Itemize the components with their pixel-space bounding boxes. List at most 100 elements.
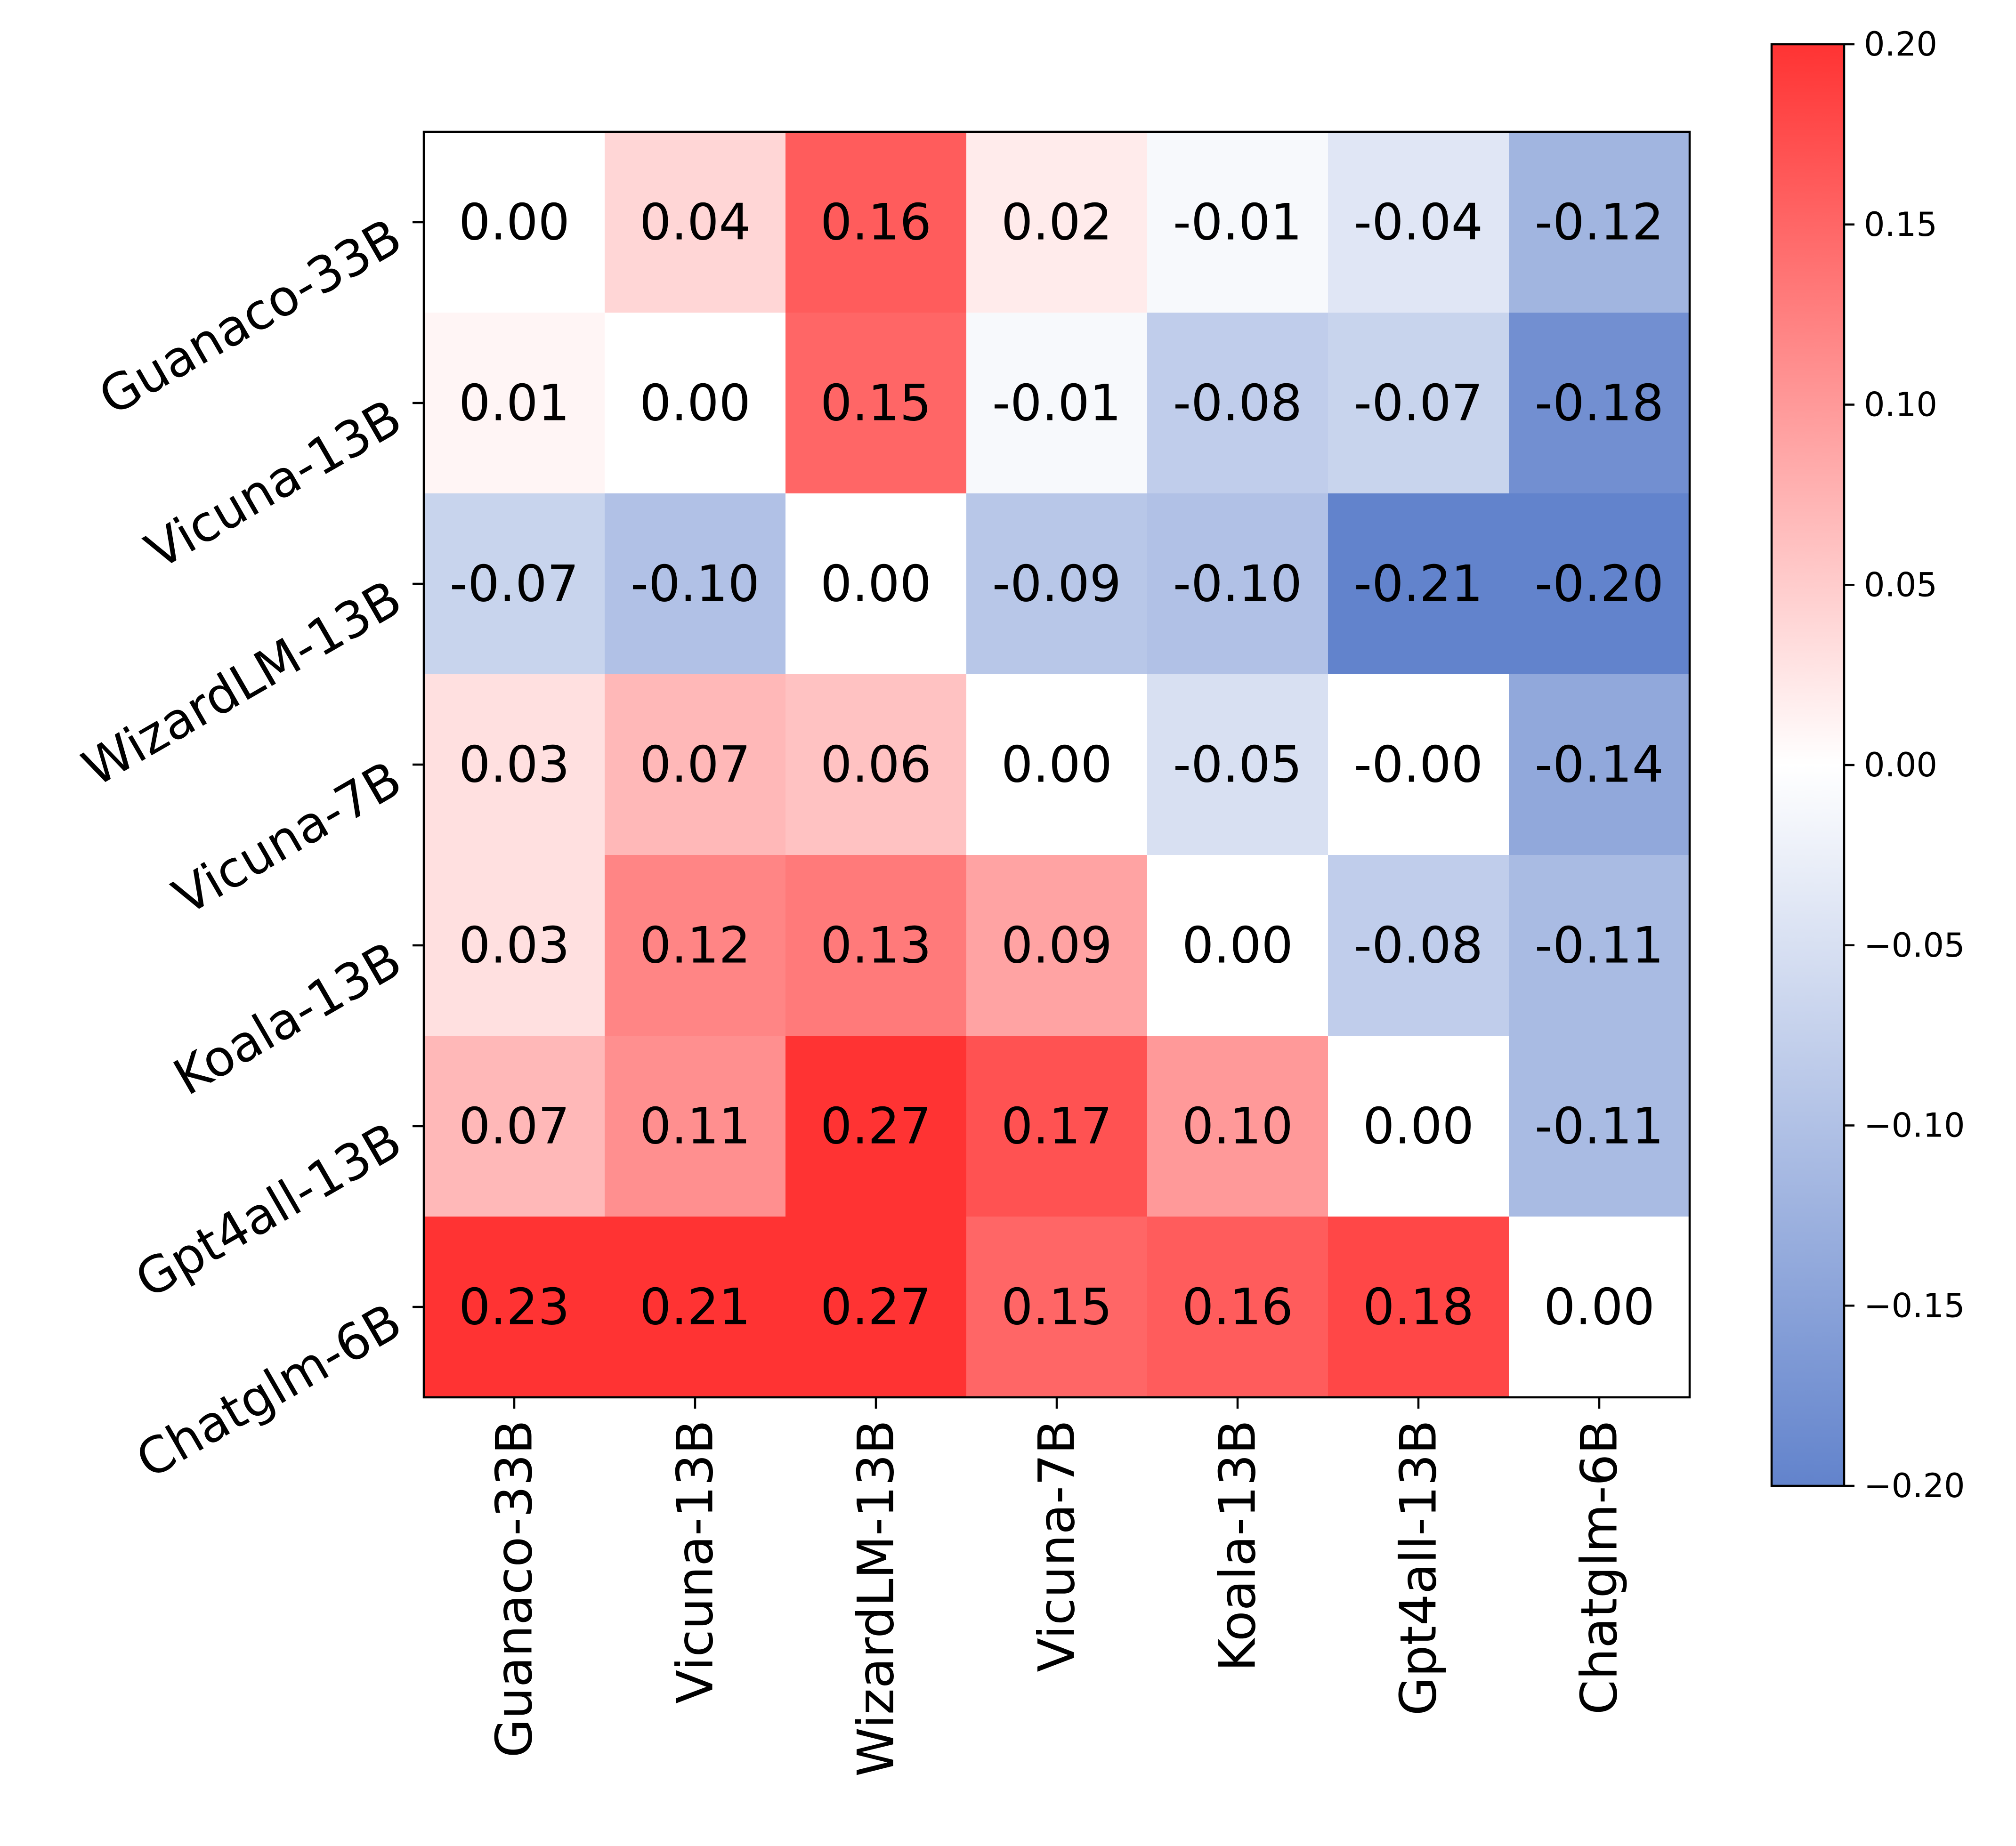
heatmap-cell-r4-c0 bbox=[424, 855, 605, 1036]
heatmap-cell-r3-c3 bbox=[966, 674, 1148, 855]
cell-value-label: 0.27 bbox=[820, 1278, 931, 1336]
cell-value-label: 0.00 bbox=[1001, 736, 1112, 794]
heatmap-cell-r0-c3 bbox=[966, 132, 1148, 313]
heatmap-cell-r1-c2 bbox=[785, 313, 967, 494]
cell-value-label: -0.09 bbox=[992, 555, 1121, 613]
heatmap-cell-r1-c3 bbox=[966, 313, 1148, 494]
cell-value-label: -0.01 bbox=[992, 374, 1121, 432]
heatmap-cell-r6-c1 bbox=[605, 1217, 786, 1398]
heatmap-cell-r0-c5 bbox=[1328, 132, 1509, 313]
cell-value-label: 0.10 bbox=[1182, 1097, 1293, 1155]
colorbar-tick-label: −0.10 bbox=[1864, 1106, 1965, 1145]
cell-value-label: 0.27 bbox=[820, 1097, 931, 1155]
heatmap-cell-r3-c1 bbox=[605, 674, 786, 855]
cell-value-label: 0.04 bbox=[640, 193, 751, 251]
heatmap-cell-r0-c2 bbox=[785, 132, 967, 313]
heatmap-cell-r6-c6 bbox=[1509, 1217, 1690, 1398]
heatmap-cell-r4-c5 bbox=[1328, 855, 1509, 1036]
cell-value-label: -0.11 bbox=[1535, 917, 1664, 975]
heatmap-cell-r6-c2 bbox=[785, 1217, 967, 1398]
cell-value-label: -0.08 bbox=[1354, 917, 1483, 975]
colorbar-axis: 0.20 0.15 0.10 0.05 0.00 −0.05 −0.10 −0.15 −0.20 bbox=[1844, 25, 1965, 1505]
cell-value-label: -0.05 bbox=[1173, 736, 1302, 794]
heatmap-cell-r0-c6 bbox=[1509, 132, 1690, 313]
heatmap-cell-r2-c2 bbox=[785, 493, 967, 675]
cell-value-label: 0.21 bbox=[640, 1278, 751, 1336]
heatmap-cell-r2-c0 bbox=[424, 493, 605, 675]
heatmap-cell-r2-c3 bbox=[966, 493, 1148, 675]
heatmap-cell-r3-c0 bbox=[424, 674, 605, 855]
cell-value-label: -0.18 bbox=[1535, 374, 1664, 432]
heatmap-cell-r6-c4 bbox=[1147, 1217, 1328, 1398]
cell-value-label: -0.01 bbox=[1173, 193, 1302, 251]
heatmap-cell-labels: 0.00 0.04 0.16 0.02 -0.01 -0.04 -0.12 0.01 0.00 0… bbox=[450, 193, 1664, 1336]
heatmap-cell-r5-c1 bbox=[605, 1036, 786, 1217]
cell-value-label: 0.03 bbox=[459, 917, 570, 975]
colorbar-tick-label: 0.00 bbox=[1864, 746, 1937, 784]
heatmap-cell-r1-c4 bbox=[1147, 313, 1328, 494]
heatmap-cell-r1-c6 bbox=[1509, 313, 1690, 494]
heatmap-cell-r5-c3 bbox=[966, 1036, 1148, 1217]
colorbar-tick-label: 0.10 bbox=[1864, 386, 1937, 424]
cell-value-label: 0.15 bbox=[1001, 1278, 1112, 1336]
heatmap-cell-r0-c0 bbox=[424, 132, 605, 313]
heatmap-cell-r4-c4 bbox=[1147, 855, 1328, 1036]
heatmap-cell-r1-c0 bbox=[424, 313, 605, 494]
cell-value-label: -0.10 bbox=[1173, 555, 1302, 613]
colorbar bbox=[1770, 43, 1846, 1487]
heatmap-cell-r1-c5 bbox=[1328, 313, 1509, 494]
x-tick-label: Vicuna-13B bbox=[666, 1420, 724, 1704]
heatmap-cell-r6-c3 bbox=[966, 1217, 1148, 1398]
heatmap-cell-r4-c6 bbox=[1509, 855, 1690, 1036]
cell-value-label: 0.07 bbox=[640, 736, 751, 794]
cell-value-label: -0.04 bbox=[1354, 193, 1483, 251]
colorbar-tick-label: 0.20 bbox=[1864, 25, 1937, 64]
heatmap-cell-r2-c6 bbox=[1509, 493, 1690, 675]
cell-value-label: 0.03 bbox=[459, 736, 570, 794]
cell-value-label: -0.14 bbox=[1535, 736, 1664, 794]
heatmap-cell-r5-c0 bbox=[424, 1036, 605, 1217]
cell-value-label: 0.00 bbox=[1544, 1278, 1655, 1336]
cell-value-label: 0.06 bbox=[820, 736, 931, 794]
cell-value-label: -0.12 bbox=[1535, 193, 1664, 251]
heatmap-cell-r0-c1 bbox=[605, 132, 786, 313]
cell-value-label: 0.00 bbox=[640, 374, 751, 432]
heatmap-cell-r2-c5 bbox=[1328, 493, 1509, 675]
x-axis: Guanaco-33B Vicuna-13B WizardLM-13B Vicuna-… bbox=[486, 1397, 1628, 1777]
heatmap-cell-r3-c6 bbox=[1509, 674, 1690, 855]
cell-value-label: 0.11 bbox=[640, 1097, 751, 1155]
x-tick-label: Guanaco-33B bbox=[486, 1420, 543, 1757]
cell-value-label: 0.18 bbox=[1363, 1278, 1474, 1336]
colorbar-tick-label: 0.15 bbox=[1864, 205, 1937, 244]
x-tick-label: Gpt4all-13B bbox=[1390, 1420, 1448, 1716]
x-tick-label: Koala-13B bbox=[1209, 1420, 1267, 1671]
heatmap-cell-r4-c2 bbox=[785, 855, 967, 1036]
cell-value-label: 0.00 bbox=[1363, 1097, 1474, 1155]
cell-value-label: 0.07 bbox=[459, 1097, 570, 1155]
heatmap-cell-r5-c5 bbox=[1328, 1036, 1509, 1217]
cell-value-label: 0.12 bbox=[640, 917, 751, 975]
heatmap-cell-r1-c1 bbox=[605, 313, 786, 494]
colorbar-tick-label: −0.15 bbox=[1864, 1286, 1965, 1325]
cell-value-label: 0.00 bbox=[1182, 917, 1293, 975]
cell-value-label: 0.13 bbox=[820, 917, 931, 975]
cell-value-label: -0.10 bbox=[631, 555, 760, 613]
cell-value-label: -0.00 bbox=[1354, 736, 1483, 794]
cell-value-label: 0.16 bbox=[820, 193, 931, 251]
heatmap-cell-r0-c4 bbox=[1147, 132, 1328, 313]
heatmap-cell-r3-c5 bbox=[1328, 674, 1509, 855]
heatmap-cell-r4-c1 bbox=[605, 855, 786, 1036]
cell-value-label: 0.16 bbox=[1182, 1278, 1293, 1336]
cell-value-label: -0.21 bbox=[1354, 555, 1483, 613]
cell-value-label: 0.00 bbox=[459, 193, 570, 251]
heatmap-cell-r3-c4 bbox=[1147, 674, 1328, 855]
colorbar-tick-label: −0.05 bbox=[1864, 926, 1965, 965]
x-tick-label: WizardLM-13B bbox=[847, 1420, 905, 1777]
heatmap-cell-r5-c2 bbox=[785, 1036, 967, 1217]
cell-value-label: 0.01 bbox=[459, 374, 570, 432]
heatmap-cell-r4-c3 bbox=[966, 855, 1148, 1036]
colorbar-tick-label: −0.20 bbox=[1864, 1467, 1965, 1505]
cell-value-label: -0.20 bbox=[1535, 555, 1664, 613]
cell-value-label: 0.17 bbox=[1001, 1097, 1112, 1155]
